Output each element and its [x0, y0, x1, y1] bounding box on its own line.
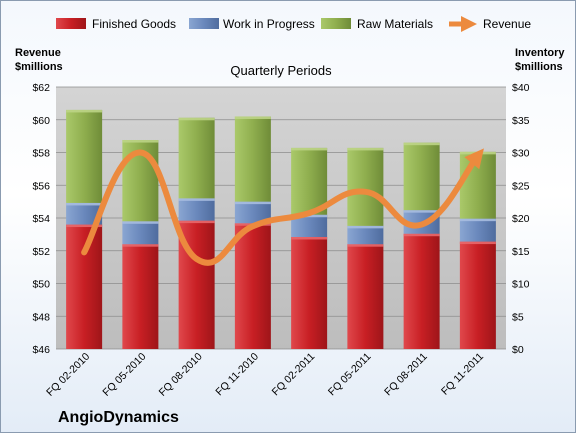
legend-item-revenue: Revenue — [449, 17, 531, 31]
bar-raw-materials — [235, 116, 271, 201]
right-axis-title-line1: Inventory — [515, 47, 565, 59]
left-tick-label: $46 — [32, 344, 50, 356]
legend-label-finished-goods: Finished Goods — [92, 17, 176, 31]
bar-finished-goods-highlight — [347, 244, 383, 247]
bar-finished-goods — [122, 244, 158, 349]
left-axis-title-line2: $millions — [15, 61, 63, 73]
bar-raw-materials — [347, 148, 383, 226]
bar-finished-goods — [291, 237, 327, 349]
left-tick-label: $56 — [32, 180, 50, 192]
bar-raw-materials-highlight — [122, 140, 158, 143]
bar-raw-materials — [404, 143, 440, 210]
right-tick-label: $25 — [512, 180, 530, 192]
legend-item-raw-materials: Raw Materials — [321, 17, 433, 31]
legend-swatch-work-in-progress — [189, 18, 219, 29]
bar-work-in-progress — [460, 219, 496, 242]
bar-finished-goods-highlight — [291, 237, 327, 240]
left-tick-label: $52 — [32, 246, 50, 258]
category-label: FQ 11-2011 — [439, 351, 486, 398]
left-tick-label: $60 — [32, 115, 50, 127]
bar-raw-materials — [179, 118, 215, 199]
chart-title: Quarterly Periods — [230, 63, 332, 78]
bar-work-in-progress-highlight — [404, 210, 440, 213]
bar-raw-materials-highlight — [291, 148, 327, 151]
bar-raw-materials-highlight — [404, 143, 440, 146]
bar-raw-materials-highlight — [179, 118, 215, 121]
legend-swatch-finished-goods — [56, 18, 86, 29]
legend-item-work-in-progress: Work in Progress — [189, 17, 315, 31]
legend: Finished Goods Work in Progress Raw Mate… — [56, 17, 531, 31]
bar-work-in-progress-highlight — [122, 221, 158, 224]
right-axis-ticks: $0 $5 $10 $15 $20 $25 $30 $35 $40 — [512, 82, 530, 356]
category-label: FQ 08-2011 — [382, 351, 430, 399]
left-tick-label: $58 — [32, 148, 50, 160]
bar-finished-goods — [460, 242, 496, 349]
left-tick-label: $48 — [32, 311, 50, 323]
legend-label-raw-materials: Raw Materials — [357, 17, 433, 31]
category-label: FQ 05-2011 — [326, 351, 374, 399]
category-label: FQ 11-2010 — [213, 351, 261, 399]
right-tick-label: $35 — [512, 115, 530, 127]
left-tick-label: $62 — [32, 82, 50, 94]
category-label: FQ 05-2010 — [100, 351, 148, 399]
bar-work-in-progress-highlight — [460, 219, 496, 222]
bar-finished-goods-highlight — [404, 234, 440, 237]
legend-label-work-in-progress: Work in Progress — [223, 17, 315, 31]
right-tick-label: $40 — [512, 82, 530, 94]
bar-raw-materials-highlight — [347, 148, 383, 151]
bar-raw-materials — [66, 110, 102, 203]
right-tick-label: $5 — [512, 311, 524, 323]
bar-finished-goods — [66, 225, 102, 349]
bar-work-in-progress-highlight — [179, 198, 215, 201]
bar-finished-goods-highlight — [122, 244, 158, 247]
bar-raw-materials-highlight — [235, 116, 271, 119]
bar-work-in-progress-highlight — [347, 226, 383, 229]
bar-work-in-progress-highlight — [66, 203, 102, 206]
legend-swatch-raw-materials — [321, 18, 351, 29]
category-label: FQ 08-2010 — [157, 351, 205, 399]
bar-finished-goods-highlight — [460, 242, 496, 245]
bar-work-in-progress-highlight — [235, 202, 271, 205]
category-label: FQ 02-2010 — [44, 351, 92, 399]
left-axis-ticks: $46 $48 $50 $52 $54 $56 $58 $60 $62 — [32, 82, 50, 356]
legend-label-revenue: Revenue — [483, 17, 531, 31]
right-tick-label: $15 — [512, 246, 530, 258]
right-tick-label: $10 — [512, 279, 530, 291]
left-tick-label: $54 — [32, 213, 50, 225]
category-label: FQ 02-2011 — [270, 351, 318, 399]
bar-finished-goods — [404, 234, 440, 349]
right-tick-label: $30 — [512, 148, 530, 160]
legend-item-finished-goods: Finished Goods — [56, 17, 176, 31]
bar-finished-goods-highlight — [179, 221, 215, 224]
bar-work-in-progress — [179, 198, 215, 220]
right-tick-label: $0 — [512, 344, 524, 356]
bar-finished-goods — [235, 223, 271, 349]
bar-finished-goods — [347, 244, 383, 349]
company-name: AngioDynamics — [58, 409, 179, 426]
right-axis-title-line2: $millions — [515, 61, 563, 73]
left-tick-label: $50 — [32, 279, 50, 291]
left-axis-title-line1: Revenue — [15, 47, 61, 59]
bar-raw-materials-highlight — [66, 110, 102, 113]
bar-work-in-progress — [347, 226, 383, 244]
bar-raw-materials — [460, 152, 496, 219]
right-tick-label: $20 — [512, 213, 530, 225]
bar-work-in-progress — [122, 221, 158, 244]
